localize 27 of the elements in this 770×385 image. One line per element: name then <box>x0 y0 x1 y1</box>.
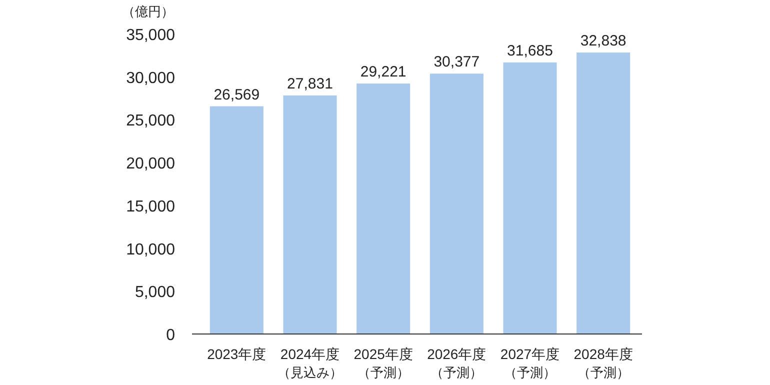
y-tick-label: 35,000 <box>126 27 176 44</box>
data-label: 32,838 <box>580 32 626 50</box>
data-label: 31,685 <box>507 42 553 60</box>
y-tick-label: 15,000 <box>126 198 176 216</box>
y-tick-label: 10,000 <box>126 241 176 258</box>
x-tick-label: 2026年度（予測） <box>427 346 486 380</box>
y-tick-label: 20,000 <box>126 156 176 173</box>
y-axis-title: （億円） <box>122 4 174 19</box>
y-tick-label: 25,000 <box>126 112 176 130</box>
y-tick-label: 30,000 <box>126 70 176 87</box>
bar <box>503 62 557 334</box>
bar <box>283 95 337 334</box>
bar <box>210 106 264 334</box>
bar <box>356 84 410 334</box>
y-tick-label: 0 <box>166 327 176 344</box>
y-tick-label: 5,000 <box>134 284 176 302</box>
bar <box>576 52 630 334</box>
x-tick-label: 2025年度（予測） <box>354 346 413 380</box>
x-tick-label: 2028年度（予測） <box>574 346 633 380</box>
data-label: 27,831 <box>287 75 333 92</box>
data-label: 30,377 <box>434 54 480 71</box>
data-label: 26,569 <box>214 86 260 104</box>
bar <box>430 74 484 334</box>
data-label: 29,221 <box>360 64 406 81</box>
x-tick-label: 2024年度（見込み） <box>278 346 342 380</box>
x-tick-label: 2027年度（予測） <box>500 346 560 380</box>
x-tick-label: 2023年度 <box>207 346 266 362</box>
